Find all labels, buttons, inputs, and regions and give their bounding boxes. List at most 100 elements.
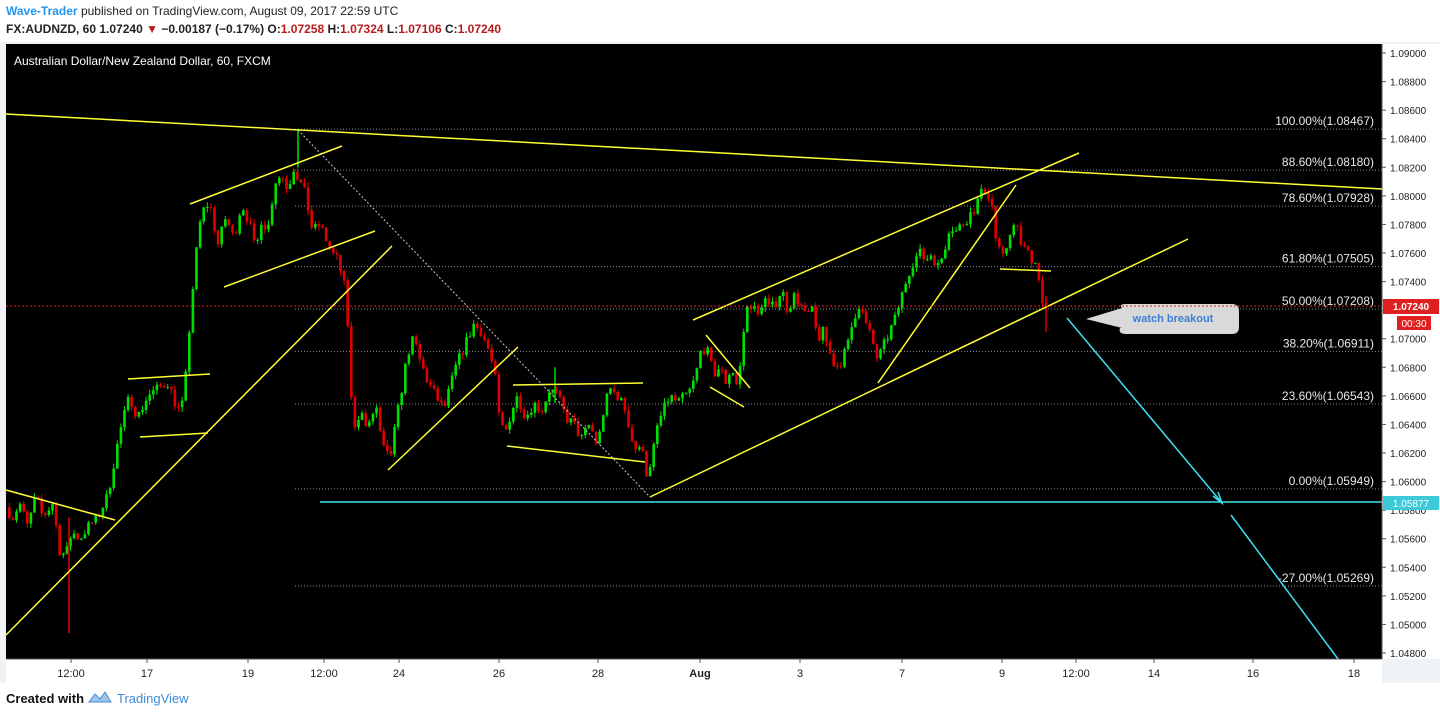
candle-body (375, 407, 378, 414)
candle-body (40, 498, 43, 514)
trendline-rise-2[interactable] (877, 184, 1017, 384)
candle-body (656, 425, 659, 445)
candle-body (278, 177, 281, 184)
y-tick-label: 1.07800 (1390, 220, 1427, 231)
candle-body (440, 400, 443, 403)
x-tick-label: 12:00 (1062, 668, 1090, 680)
candle-body (818, 327, 821, 341)
candle-body (882, 339, 886, 350)
candle-body (634, 441, 637, 450)
candle-body (933, 255, 936, 266)
candle-body (857, 309, 861, 319)
x-tick-label: 14 (1148, 668, 1160, 680)
candle-body (850, 327, 853, 341)
last-price-tag (1383, 299, 1439, 314)
candle-body (836, 365, 839, 367)
channel-upper-2[interactable] (692, 152, 1080, 321)
candle-body (206, 207, 209, 209)
candle-body (922, 248, 925, 260)
candle-body (670, 395, 673, 402)
candle-body (994, 206, 997, 239)
candle-body (465, 337, 468, 355)
projection-arrow-1[interactable] (1066, 317, 1223, 504)
candle-body (908, 275, 911, 284)
candle-body (1016, 225, 1019, 227)
trendline-flag-2b[interactable] (139, 432, 209, 438)
wedge-a[interactable] (705, 334, 751, 389)
tradingview-link[interactable]: TradingView (117, 691, 189, 706)
neckline[interactable] (999, 268, 1052, 272)
fib-trend-line[interactable] (297, 129, 651, 498)
candle-body (782, 292, 785, 297)
trendline-support-1[interactable] (5, 245, 393, 636)
candle-body (44, 513, 47, 516)
candle-body (119, 427, 123, 444)
candle-body (476, 323, 479, 328)
candle-body (411, 336, 414, 355)
candle-body (47, 510, 51, 516)
symbol-label: FX:AUDNZD, 60 (6, 22, 97, 36)
range-bottom[interactable] (506, 445, 646, 463)
trendline-rise-1[interactable] (387, 346, 519, 471)
channel-lower-2[interactable] (649, 238, 1189, 498)
candle-body (951, 231, 954, 234)
candle-body (310, 210, 313, 228)
candle-body (90, 522, 94, 524)
candle-body (580, 435, 583, 437)
candle-body (350, 326, 353, 398)
candle-body (800, 304, 803, 306)
candle-body (1037, 262, 1041, 280)
down-arrow-icon: ▼ (146, 22, 158, 36)
candle-body (659, 415, 663, 426)
candle-body (425, 368, 429, 383)
candle-body (926, 259, 929, 261)
channel-lower-1[interactable] (223, 230, 376, 288)
fib-level-label: 88.60%(1.08180) (1282, 155, 1374, 169)
created-with-label: Created with (6, 691, 85, 706)
candle-body (702, 350, 706, 355)
last-price-tag-text: 1.07240 (1393, 302, 1430, 313)
candle-body (339, 254, 342, 271)
trendline-resistance[interactable] (5, 113, 1383, 190)
y-tick-label: 1.08400 (1390, 135, 1427, 146)
time-axis[interactable] (6, 659, 1382, 683)
x-tick-label: 12:00 (310, 668, 338, 680)
candle-body (918, 248, 922, 257)
trendline-flag-1[interactable] (5, 489, 116, 521)
candle-body (69, 538, 72, 547)
channel-upper-1[interactable] (189, 145, 343, 205)
candle-body (202, 207, 205, 222)
low-label: L: (386, 22, 399, 36)
candle-body (274, 183, 277, 205)
candle-body (1041, 279, 1044, 304)
candle-body (292, 171, 295, 185)
callout-bubble[interactable] (1086, 304, 1239, 334)
candle-body (828, 341, 832, 354)
publish-info: Wave-Trader published on TradingView.com… (6, 3, 398, 19)
candle-body (980, 188, 983, 199)
candle-body (846, 340, 850, 350)
wedge-b[interactable] (709, 386, 745, 408)
candle-body (123, 410, 126, 428)
candle-body (983, 188, 987, 194)
price-axis[interactable] (1382, 44, 1440, 659)
range-top[interactable] (512, 382, 644, 386)
price-chart[interactable]: 100.00%(1.08467) 88.60%(1.08180) 78.60%(1.… (0, 42, 1440, 683)
trendline-flag-2a[interactable] (127, 373, 211, 380)
projection-arrow-2[interactable] (1230, 514, 1339, 660)
chart-title: Australian Dollar/New Zealand Dollar, 60… (14, 54, 271, 68)
candle-body (605, 393, 609, 416)
candle-body (641, 447, 645, 452)
candle-body (231, 225, 234, 233)
candle-body (612, 388, 616, 392)
fib-level-label: -27.00%(1.05269) (1278, 571, 1374, 585)
candle-body (144, 400, 148, 410)
candle-body (746, 306, 749, 333)
drawings[interactable]: watch breakout (5, 113, 1383, 660)
high-label: H: (327, 22, 341, 36)
author-link[interactable]: Wave-Trader (6, 4, 78, 18)
tradingview-logo-icon[interactable] (88, 690, 112, 704)
fib-retracement[interactable]: 100.00%(1.08467) 88.60%(1.08180) 78.60%(1.… (295, 114, 1382, 587)
candle-body (843, 349, 846, 367)
candle-body (663, 402, 666, 416)
